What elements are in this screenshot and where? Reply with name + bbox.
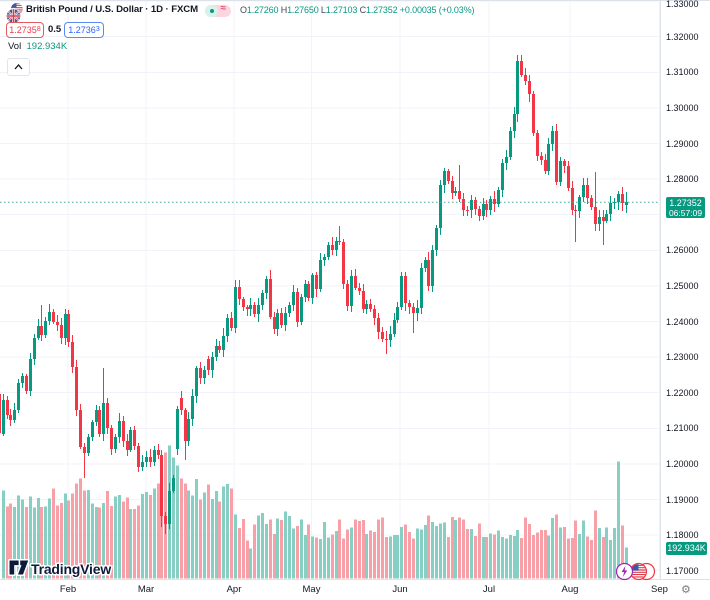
svg-text:TradingView: TradingView xyxy=(31,561,111,577)
